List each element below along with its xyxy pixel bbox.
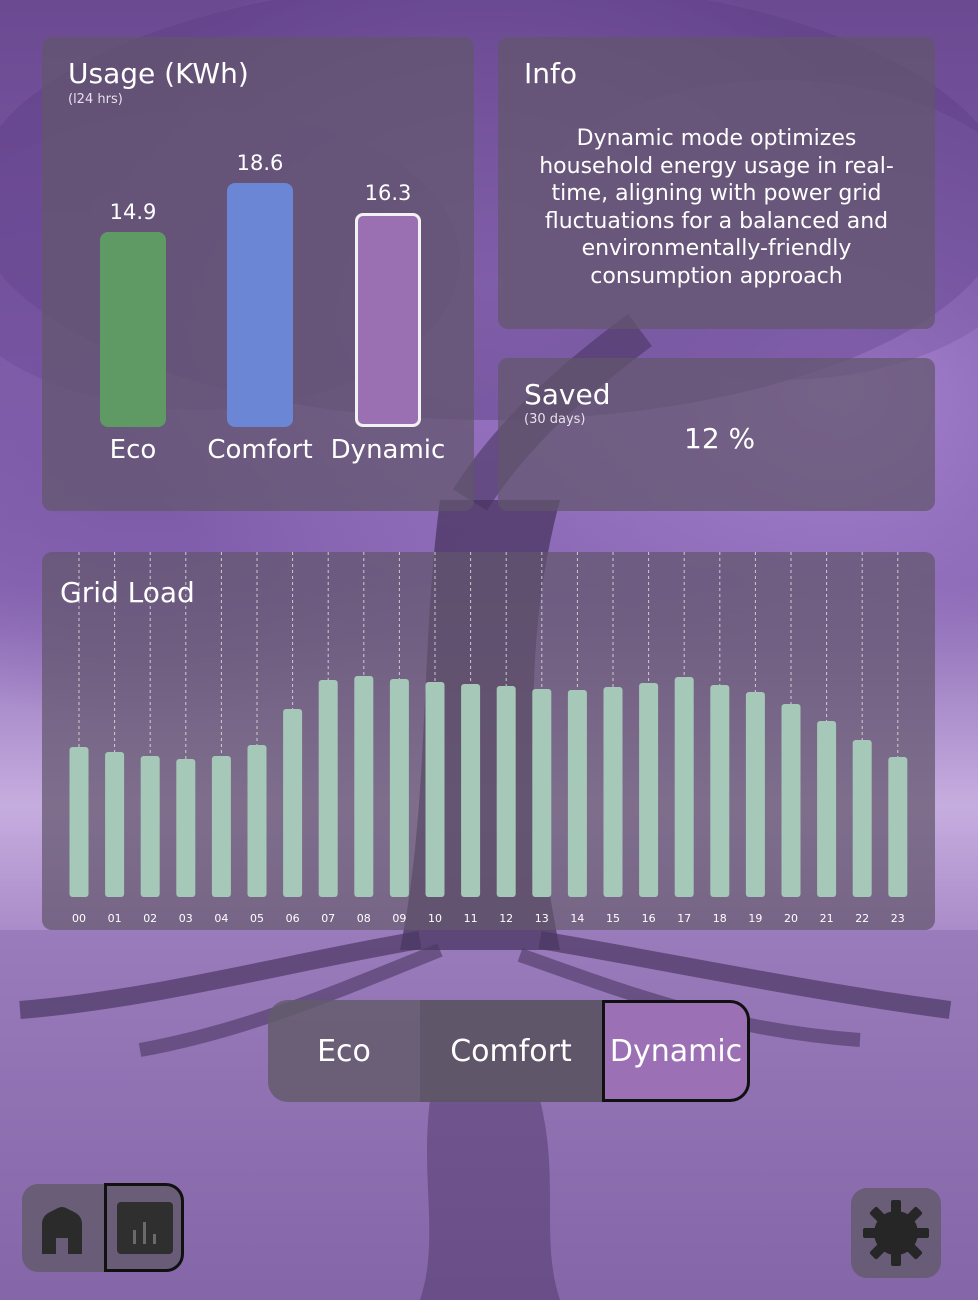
usage-value-label: 16.3 xyxy=(364,181,412,206)
settings-button[interactable] xyxy=(851,1188,941,1278)
grid-load-title: Grid Load xyxy=(60,576,195,609)
usage-subtitle: (l24 hrs) xyxy=(68,92,123,107)
mode-dynamic-button[interactable]: Dynamic xyxy=(602,1000,750,1102)
home-icon xyxy=(42,1207,82,1254)
grid-load-bar-03 xyxy=(176,759,196,897)
grid-load-tick-label: 04 xyxy=(214,912,228,925)
usage-value-label: 14.9 xyxy=(109,199,157,224)
saved-title: Saved xyxy=(524,378,611,411)
grid-load-tick-label: 06 xyxy=(286,912,300,925)
info-text: Dynamic mode optimizes household energy … xyxy=(539,126,894,289)
grid-load-bar-09 xyxy=(389,679,409,897)
grid-load-tick-label: 01 xyxy=(108,912,122,925)
mode-eco-button[interactable]: Eco xyxy=(317,1033,371,1069)
usage-bar-comfort xyxy=(227,183,293,427)
grid-load-bar-07 xyxy=(318,680,338,897)
grid-load-bar-05 xyxy=(247,745,267,897)
bar-chart-icon xyxy=(117,1202,173,1254)
grid-load-bar-06 xyxy=(283,709,303,897)
stats-button[interactable] xyxy=(104,1183,184,1272)
saved-value: 12 % xyxy=(684,422,756,455)
grid-load-tick-label: 14 xyxy=(570,912,584,925)
grid-load-bar-16 xyxy=(639,683,659,897)
grid-load-tick-label: 23 xyxy=(891,912,905,925)
grid-load-bar-04 xyxy=(211,756,231,897)
grid-load-card: Grid Load 00 01 02 03 04 05 06 07 08 09 10 11 12 13 14… xyxy=(42,552,935,930)
info-title: Info xyxy=(524,57,577,90)
usage-value-label: 18.6 xyxy=(236,151,284,176)
home-button[interactable] xyxy=(22,1184,104,1272)
grid-load-bar-00 xyxy=(69,747,89,897)
saved-subtitle: (30 days) xyxy=(524,412,586,427)
usage-category-label: Comfort xyxy=(207,435,313,465)
usage-bar-dynamic xyxy=(355,213,421,427)
gear-icon xyxy=(863,1200,929,1266)
grid-load-tick-label: 03 xyxy=(179,912,193,925)
mode-selector: Eco Comfort Dynamic xyxy=(268,1000,750,1102)
grid-load-bar-20 xyxy=(781,704,801,897)
grid-load-bar-13 xyxy=(532,689,552,897)
usage-category-label: Dynamic xyxy=(330,435,446,465)
saved-card: Saved (30 days) 12 % xyxy=(498,358,935,511)
grid-load-tick-label: 02 xyxy=(143,912,157,925)
info-card: Info Dynamic mode optimizes household en… xyxy=(498,37,935,329)
grid-load-tick-label: 09 xyxy=(392,912,406,925)
grid-load-tick-label: 07 xyxy=(321,912,335,925)
grid-load-bar-18 xyxy=(710,685,730,897)
grid-load-tick-label: 13 xyxy=(535,912,549,925)
grid-load-bar-23 xyxy=(888,757,908,897)
usage-category-label: Eco xyxy=(109,435,157,465)
grid-load-tick-label: 15 xyxy=(606,912,620,925)
grid-load-bar-01 xyxy=(105,752,125,897)
mode-comfort-button[interactable]: Comfort xyxy=(420,1000,602,1102)
usage-bar-eco xyxy=(100,231,166,427)
usage-card: Usage (KWh) (l24 hrs) 14.9 Eco 18.6 Comfort… xyxy=(42,37,474,511)
grid-load-bar-08 xyxy=(354,676,374,897)
grid-load-tick-label: 11 xyxy=(464,912,478,925)
grid-load-bar-22 xyxy=(852,740,872,897)
grid-load-bar-15 xyxy=(603,687,623,897)
grid-load-bar-21 xyxy=(817,721,837,897)
grid-load-bar-17 xyxy=(674,677,694,897)
grid-load-bar-02 xyxy=(140,756,160,897)
grid-load-tick-label: 20 xyxy=(784,912,798,925)
grid-load-chart: 00 01 02 03 04 05 06 07 08 09 10 11 12 13 14 15 16 17 18 19… xyxy=(69,552,908,925)
grid-load-tick-label: 10 xyxy=(428,912,442,925)
grid-load-bar-19 xyxy=(745,692,765,897)
grid-load-tick-label: 05 xyxy=(250,912,264,925)
grid-load-bar-11 xyxy=(461,684,481,897)
grid-load-tick-label: 18 xyxy=(713,912,727,925)
grid-load-bar-12 xyxy=(496,686,516,897)
grid-load-tick-label: 22 xyxy=(855,912,869,925)
grid-load-tick-label: 19 xyxy=(748,912,762,925)
grid-load-tick-label: 16 xyxy=(642,912,656,925)
grid-load-bar-14 xyxy=(567,690,587,897)
grid-load-tick-label: 00 xyxy=(72,912,86,925)
usage-title: Usage (KWh) xyxy=(68,57,249,90)
grid-load-tick-label: 17 xyxy=(677,912,691,925)
grid-load-tick-label: 21 xyxy=(820,912,834,925)
grid-load-tick-label: 08 xyxy=(357,912,371,925)
grid-load-bar-10 xyxy=(425,682,445,897)
grid-load-tick-label: 12 xyxy=(499,912,513,925)
